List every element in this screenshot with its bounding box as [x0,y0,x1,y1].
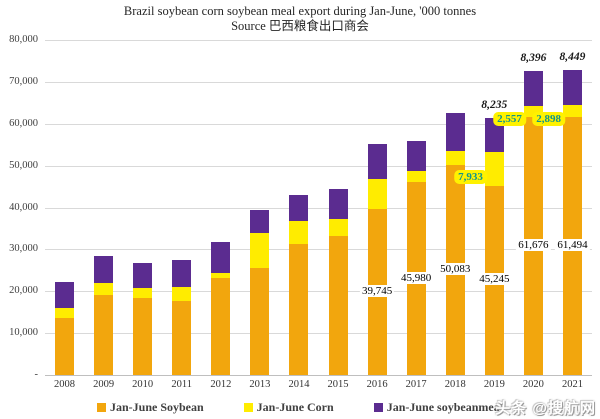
legend: Jan-June Soybean Jan-June Corn Jan-June so… [0,400,600,415]
bar-segment-soybeanmeal [328,189,348,219]
corn-value-label: 2,557 [493,112,526,127]
soybean-value-label: 61,494 [555,239,590,252]
y-axis-tick-label: 10,000 [9,327,38,339]
bar-segment-corn [250,233,270,268]
y-axis-tick-label: 50,000 [9,159,38,171]
y-axis-tick-label: 80,000 [9,34,38,45]
bar-segment-corn [289,220,309,245]
legend-marker-soybean-icon [96,403,106,412]
y-axis-tick-label: 60,000 [9,117,38,129]
x-axis-tick-label: 2021 [561,379,583,390]
bar-segment-soybeanmeal [367,143,387,180]
grid-line [45,207,592,209]
bar-segment-corn [55,308,75,319]
soybean-value-label: 39,745 [359,284,395,297]
corn-value-label: 7,933 [454,169,487,184]
bar-segment-soybean [211,278,231,375]
grid-line [45,40,592,41]
bar-segment-corn [484,152,504,186]
grid-line [45,249,592,251]
bar-segment-soybeanmeal [406,140,426,171]
bar-segment-soybean [289,244,309,375]
bar-segment-soybean [328,235,348,375]
legend-marker-soybeanmeal-icon [373,403,383,412]
legend-item-corn: Jan-June Corn [243,400,334,415]
bar-segment-soybeanmeal [523,70,543,107]
x-axis-tick-label: 2010 [132,379,154,390]
y-axis-tick-label: 30,000 [9,243,38,255]
x-axis-line [45,375,592,376]
chart-title-line1: Brazil soybean corn soybean meal export … [123,4,477,18]
legend-label: Jan-June Corn [256,400,334,414]
x-axis-tick-label: 2013 [249,379,271,390]
y-axis-tick-label: 70,000 [9,75,38,87]
x-axis-tick-label: 2011 [171,379,193,390]
corn-value-label: 2,898 [532,112,565,127]
soybeanmeal-value-label: 8,235 [481,98,508,111]
bar-segment-corn [562,105,582,118]
x-axis-tick-label: 2020 [522,379,544,390]
soybean-value-label: 45,980 [399,271,434,284]
bar-segment-soybean [172,300,192,375]
watermark: 头条 @搜航网 [495,400,596,417]
grid-line [45,165,592,167]
x-axis-tick-label: 2009 [93,379,115,390]
bar-segment-soybean [94,295,114,375]
bar-segment-corn [445,151,465,166]
bar-segment-corn [328,218,348,236]
bar-segment-soybeanmeal [94,256,114,284]
bar-segment-soybeanmeal [289,194,309,221]
x-axis-tick-label: 2012 [210,379,232,390]
soybeanmeal-value-label: 8,396 [520,51,547,64]
bar-segment-soybeanmeal [211,242,231,274]
legend-item-soybean: Jan-June Soybean [96,400,204,415]
legend-marker-corn-icon [243,403,253,412]
soybean-value-label: 45,245 [477,273,512,286]
chart-title: Brazil soybean corn soybean meal export … [0,4,600,34]
bar-segment-corn [523,106,543,117]
x-axis-tick-label: 2016 [366,379,388,390]
grid-line [45,333,592,335]
x-axis-tick-label: 2014 [288,379,310,390]
y-axis-tick-label: 20,000 [9,285,38,297]
x-axis-tick-label: 2018 [444,379,466,390]
grid-line [45,123,592,125]
soybean-value-label: 61,676 [516,238,551,251]
y-axis-tick-label: - [34,369,39,380]
bar-segment-soybean [55,318,75,375]
y-axis-tick-label: 40,000 [9,201,38,213]
bar-segment-soybeanmeal [172,259,192,288]
legend-item-soybeanmeal: Jan-June soybeanmeal [373,400,504,415]
bar-segment-soybeanmeal [55,281,75,309]
bar-segment-corn [172,287,192,301]
bar-segment-corn [94,283,114,295]
grid-line [45,81,592,83]
soybean-value-label: 50,083 [438,263,473,276]
bar-segment-soybeanmeal [445,112,465,152]
chart-subtitle: Source 巴西粮食出口商会 [231,19,369,33]
bar-segment-soybean [133,298,153,375]
bar-segment-soybeanmeal [484,117,504,153]
bar-segment-corn [211,273,231,279]
x-axis-tick-label: 2015 [327,379,349,390]
x-axis-tick-label: 2019 [483,379,505,390]
bar-segment-soybean [250,267,270,375]
x-axis-tick-label: 2008 [54,379,76,390]
bar-segment-corn [133,288,153,299]
bar-segment-corn [367,179,387,209]
bar-segment-corn [406,170,426,183]
soybeanmeal-value-label: 8,449 [559,50,586,63]
legend-label: Jan-June soybeanmeal [386,400,504,414]
bar-segment-soybeanmeal [562,69,582,106]
bar-segment-soybeanmeal [250,210,270,234]
legend-label: Jan-June Soybean [109,400,204,414]
x-axis-tick-label: 2017 [405,379,427,390]
grid-line [45,291,592,293]
bar-segment-soybeanmeal [133,263,153,289]
